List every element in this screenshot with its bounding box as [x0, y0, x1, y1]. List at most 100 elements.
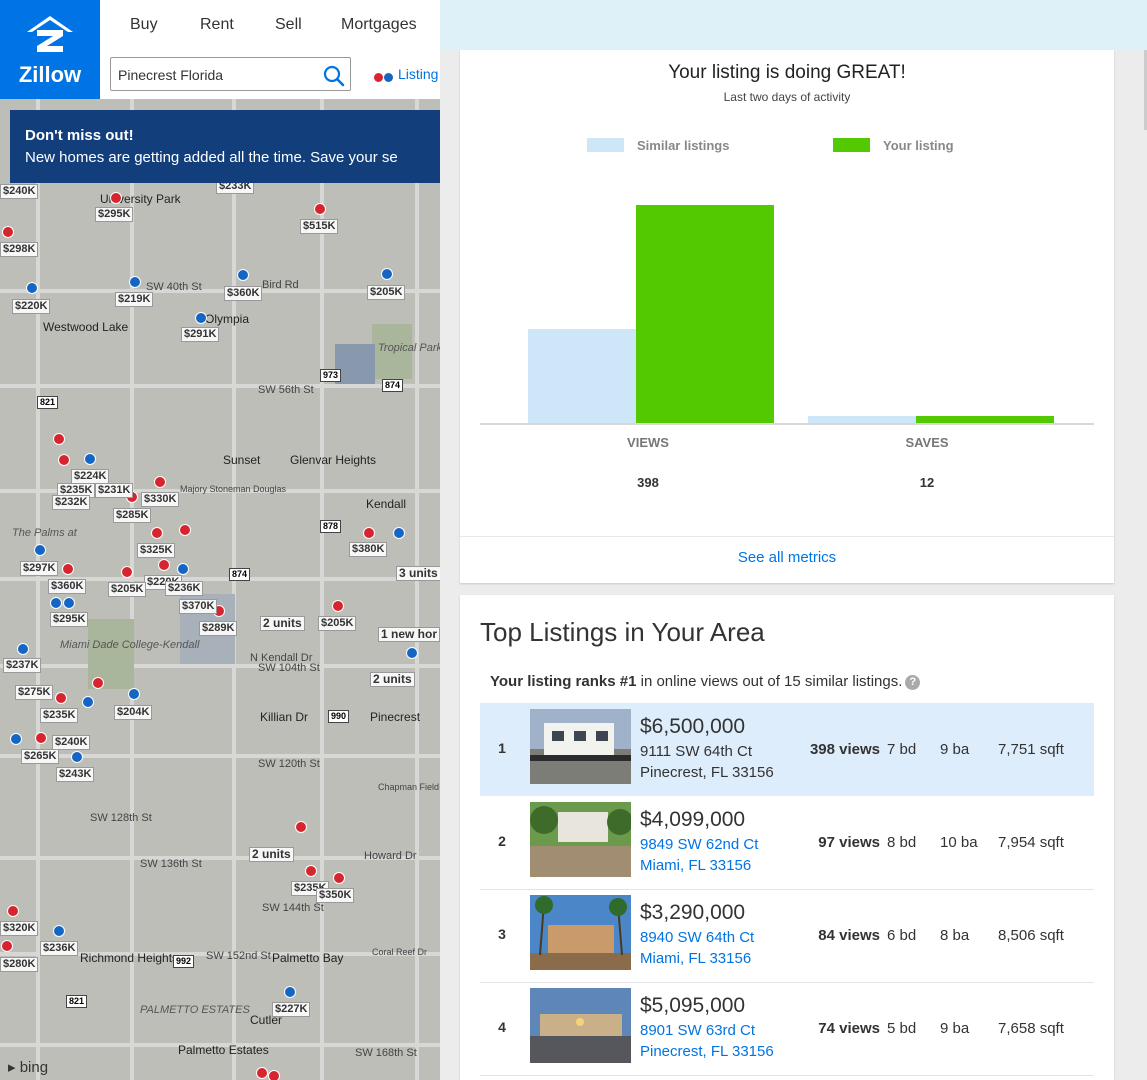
- map-pin[interactable]: [332, 600, 344, 612]
- map-pin[interactable]: [62, 563, 74, 575]
- price-label[interactable]: $232K: [52, 495, 91, 510]
- map-pin[interactable]: [58, 454, 70, 466]
- price-label[interactable]: $295K: [50, 612, 89, 627]
- price-label[interactable]: $236K: [40, 941, 79, 956]
- listing-photo[interactable]: [530, 895, 631, 970]
- price-label[interactable]: $220K: [12, 299, 51, 314]
- listing-filter-button[interactable]: Listing: [398, 66, 439, 82]
- price-label[interactable]: $204K: [114, 705, 153, 720]
- map-pin[interactable]: [34, 544, 46, 556]
- map-pin[interactable]: [406, 647, 418, 659]
- listing-city-link[interactable]: Miami, FL 33156: [640, 950, 752, 967]
- price-label[interactable]: $237K: [3, 658, 42, 673]
- price-label[interactable]: $280K: [0, 957, 39, 972]
- price-label[interactable]: $380K: [349, 542, 388, 557]
- map-pin[interactable]: [284, 986, 296, 998]
- price-label[interactable]: $219K: [115, 292, 154, 307]
- price-label[interactable]: $275K: [15, 685, 54, 700]
- price-label[interactable]: $205K: [367, 285, 406, 300]
- map-pin[interactable]: [305, 865, 317, 877]
- map-pin[interactable]: [2, 226, 14, 238]
- price-label[interactable]: $235K: [40, 708, 79, 723]
- scrollbar[interactable]: [1144, 50, 1147, 130]
- see-all-metrics-link[interactable]: See all metrics: [737, 549, 837, 566]
- map-pin[interactable]: [151, 527, 163, 539]
- listing-address-link[interactable]: 8940 SW 64th Ct: [640, 929, 755, 946]
- price-label[interactable]: $205K: [108, 582, 147, 597]
- cluster-label[interactable]: 1 new hor: [378, 627, 440, 642]
- map-pin[interactable]: [84, 453, 96, 465]
- listing-photo[interactable]: [530, 802, 631, 877]
- price-label[interactable]: $325K: [137, 543, 176, 558]
- price-label[interactable]: $243K: [56, 767, 95, 782]
- price-label[interactable]: $236K: [165, 581, 204, 596]
- map-pin[interactable]: [154, 476, 166, 488]
- cluster-label[interactable]: 2 units: [260, 616, 305, 631]
- price-label[interactable]: $320K: [0, 921, 39, 936]
- map-pin[interactable]: [110, 192, 122, 204]
- map-pin[interactable]: [256, 1067, 268, 1079]
- price-label[interactable]: $350K: [316, 888, 355, 903]
- cluster-label[interactable]: 2 units: [249, 847, 294, 862]
- listing-row[interactable]: 1 $6,500,000 9111 SW 64th Ct Pinecrest, …: [480, 703, 1094, 796]
- zillow-logo[interactable]: Zillow: [0, 0, 100, 99]
- listing-address-link[interactable]: 8901 SW 63rd Ct: [640, 1022, 756, 1039]
- map-pin[interactable]: [381, 268, 393, 280]
- price-label[interactable]: $370K: [179, 599, 218, 614]
- map-pin[interactable]: [10, 733, 22, 745]
- price-label[interactable]: $291K: [181, 327, 220, 342]
- map-pin[interactable]: [63, 597, 75, 609]
- listing-row[interactable]: 3 $3,290,000 8940 SW 64th Ct Miami, FL 3…: [480, 889, 1094, 983]
- price-label[interactable]: $515K: [300, 219, 339, 234]
- nav-buy[interactable]: Buy: [130, 16, 158, 33]
- price-label[interactable]: $297K: [20, 561, 59, 576]
- save-search-banner[interactable]: Don't miss out! New homes are getting ad…: [10, 110, 440, 183]
- price-label[interactable]: $298K: [0, 242, 39, 257]
- price-label[interactable]: $295K: [95, 207, 134, 222]
- nav-mortgages[interactable]: Mortgages: [341, 16, 417, 33]
- cluster-label[interactable]: 3 units: [396, 566, 440, 581]
- map-pin[interactable]: [35, 732, 47, 744]
- price-label[interactable]: $224K: [71, 469, 110, 484]
- map-pin[interactable]: [393, 527, 405, 539]
- price-label[interactable]: $289K: [199, 621, 238, 636]
- price-label[interactable]: $265K: [21, 749, 60, 764]
- price-label[interactable]: $227K: [272, 1002, 311, 1017]
- map-pin[interactable]: [158, 559, 170, 571]
- map-pin[interactable]: [363, 527, 375, 539]
- listing-city-link[interactable]: Miami, FL 33156: [640, 857, 752, 874]
- map-pin[interactable]: [92, 677, 104, 689]
- price-label[interactable]: $205K: [318, 616, 357, 631]
- map-pin[interactable]: [179, 524, 191, 536]
- cluster-label[interactable]: 2 units: [370, 672, 415, 687]
- map-pin[interactable]: [333, 872, 345, 884]
- map-pin[interactable]: [129, 276, 141, 288]
- price-label[interactable]: $231K: [95, 483, 134, 498]
- map-pin[interactable]: [50, 597, 62, 609]
- listing-address-link[interactable]: 9849 SW 62nd Ct: [640, 836, 759, 853]
- listing-row[interactable]: 2 $4,099,000 9849 SW 62nd Ct Miami, FL 3…: [480, 796, 1094, 890]
- search-input[interactable]: Pinecrest Florida: [110, 57, 351, 91]
- map-pin[interactable]: [55, 692, 67, 704]
- price-label[interactable]: $240K: [52, 735, 91, 750]
- map-pin[interactable]: [17, 643, 29, 655]
- listing-city-link[interactable]: Pinecrest, FL 33156: [640, 1043, 774, 1060]
- nav-sell[interactable]: Sell: [275, 16, 302, 33]
- map-pin[interactable]: [177, 563, 189, 575]
- map-pin[interactable]: [7, 905, 19, 917]
- map-pin[interactable]: [237, 269, 249, 281]
- listing-photo[interactable]: [530, 709, 631, 784]
- map-pin[interactable]: [82, 696, 94, 708]
- listing-photo[interactable]: [530, 988, 631, 1063]
- nav-rent[interactable]: Rent: [200, 16, 234, 33]
- listing-row[interactable]: 4 $5,095,000 8901 SW 63rd Ct Pinecrest, …: [480, 982, 1094, 1076]
- search-icon[interactable]: [322, 64, 346, 88]
- map-pin[interactable]: [26, 282, 38, 294]
- map-pin[interactable]: [53, 433, 65, 445]
- map[interactable]: University Park Westwood Lake Olympia Su…: [0, 99, 440, 1080]
- map-pin[interactable]: [295, 821, 307, 833]
- price-label[interactable]: $285K: [113, 508, 152, 523]
- map-pin[interactable]: [71, 751, 83, 763]
- price-label[interactable]: $240K: [0, 184, 39, 199]
- price-label[interactable]: $360K: [48, 579, 87, 594]
